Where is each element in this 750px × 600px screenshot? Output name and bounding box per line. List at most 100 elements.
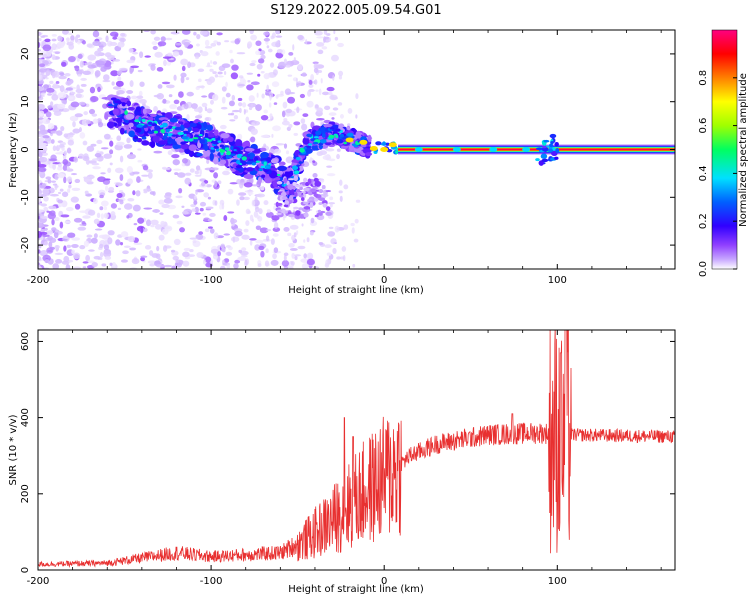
spectrogram-speckle	[92, 158, 100, 161]
spectrogram-speckle	[204, 39, 210, 47]
spectrogram-speckle	[255, 104, 262, 112]
spectrogram-ridge-blob	[180, 141, 186, 145]
spectrogram-speckle	[169, 104, 177, 110]
spectrogram-speckle	[96, 139, 103, 145]
spectrogram-speckle	[109, 140, 114, 147]
spectrogram-speckle	[246, 84, 254, 91]
spectrogram-speckle	[94, 152, 102, 158]
spectrogram-speckle	[288, 266, 294, 269]
spectrogram-speckle	[263, 200, 269, 206]
spectrogram-speckle	[326, 86, 335, 92]
spectrogram-ridge-blob	[535, 158, 540, 162]
spectrogram-speckle	[233, 263, 239, 269]
spectrogram-ridge-core	[199, 139, 206, 144]
snr-plot-area	[38, 330, 675, 570]
spectrogram-speckle	[272, 253, 277, 260]
spectrogram-speckle	[56, 41, 65, 49]
spectrogram-ridge-core	[247, 153, 251, 158]
spectrogram-speckle	[112, 58, 121, 62]
spectrogram-ridge-blob	[283, 177, 288, 184]
spectrogram-speckle	[143, 30, 151, 33]
spectrogram-ridge-blob	[257, 176, 262, 185]
spectrogram-speckle	[243, 228, 249, 233]
spectrogram-speckle	[57, 173, 65, 179]
spectrogram-speckle	[273, 148, 282, 154]
spectrogram-speckle	[137, 217, 145, 224]
spectrogram-speckle	[100, 147, 109, 150]
spectrogram-speckle	[225, 81, 228, 88]
spectrogram-speckle	[350, 222, 355, 227]
spectrogram-speckle	[336, 153, 340, 160]
spectrogram-speckle	[119, 155, 124, 163]
spectrogram-ridge-core	[263, 161, 267, 167]
spectrogram-speckle	[54, 185, 59, 188]
spectrogram-speckle	[250, 34, 258, 41]
spectrogram-speckle	[149, 263, 156, 267]
spectrogram-speckle	[257, 58, 265, 64]
spectrogram-speckle	[42, 53, 48, 58]
spectrogram-ridge-blob	[303, 206, 311, 210]
spectrogram-speckle	[225, 251, 233, 256]
spectrogram-speckle	[207, 62, 211, 67]
spectrogram-speckle	[181, 205, 185, 209]
spectrogram-speckle	[38, 209, 45, 213]
spectrogram-speckle	[91, 162, 100, 166]
spectrogram-ridge-blob	[162, 145, 173, 150]
spectrogram-speckle	[318, 241, 324, 245]
spectrogram-ridge-blob	[294, 192, 298, 197]
spectrogram-ridge-core	[153, 130, 158, 134]
spectrogram-speckle	[112, 86, 122, 90]
spectrogram-speckle	[57, 191, 62, 194]
spectrogram-ridge-layer	[106, 94, 675, 219]
chart-title: S129.2022.005.09.54.G01	[270, 3, 441, 18]
spectrogram-ridge-blob	[302, 138, 310, 145]
spectrogram-speckle	[281, 120, 290, 126]
spectrogram-speckle	[243, 79, 247, 85]
spectrogram-ridge-blob	[219, 159, 227, 165]
spectrogram-ridge-blob	[106, 121, 115, 129]
spectrogram-speckle	[266, 229, 272, 232]
spectrogram-speckle	[301, 223, 304, 227]
spectrogram-speckle	[257, 73, 261, 77]
spectrogram-speckle	[210, 259, 213, 266]
spectrogram-ridge-blob	[298, 207, 304, 211]
spectrogram-speckle	[93, 233, 98, 239]
spectrogram-speckle	[178, 91, 184, 98]
spectrogram-speckle	[258, 48, 262, 52]
spectrogram-speckle	[249, 214, 254, 222]
spectrogram-speckle	[103, 244, 110, 251]
spectrogram-speckle	[38, 255, 42, 262]
spectrogram-speckle	[86, 234, 93, 238]
spectrogram-speckle	[322, 155, 332, 161]
spectrogram-speckle	[332, 107, 339, 111]
spectrogram-carrier-blob	[452, 147, 461, 152]
spectrogram-speckle	[237, 84, 246, 87]
spectrogram-speckle	[204, 46, 213, 49]
spectrogram-speckle	[334, 36, 339, 41]
spectrogram-speckle	[64, 73, 71, 77]
spectrogram-speckle	[221, 63, 231, 68]
spectrogram-speckle	[269, 62, 275, 68]
spectrogram-speckle	[100, 66, 107, 72]
spectrogram-speckle	[50, 130, 60, 134]
spectrogram-ridge-blob	[292, 181, 297, 186]
spectrogram-speckle	[325, 259, 330, 267]
spectrogram-speckle	[334, 225, 340, 233]
spectrogram-speckle	[40, 215, 49, 219]
spectrogram-ridge-blob	[314, 180, 322, 187]
spectrogram-speckle	[289, 247, 298, 251]
spectrogram-speckle	[245, 116, 250, 123]
spectrogram-y-tick-label: -20	[20, 237, 31, 253]
spectrogram-ridge-blob	[283, 204, 289, 208]
spectrogram-speckle	[293, 57, 296, 63]
spectrogram-speckle	[104, 255, 112, 260]
spectrogram-ridge-core	[174, 126, 182, 131]
spectrogram-speckle	[201, 102, 208, 108]
spectrogram-ridge-blob	[149, 140, 156, 148]
spectrogram-speckle	[250, 128, 258, 135]
spectrogram-speckle	[275, 143, 285, 146]
spectrogram-speckle	[130, 65, 140, 69]
spectrogram-speckle	[247, 210, 251, 214]
spectrogram-speckle	[326, 33, 331, 36]
spectrogram-speckle	[195, 55, 199, 60]
